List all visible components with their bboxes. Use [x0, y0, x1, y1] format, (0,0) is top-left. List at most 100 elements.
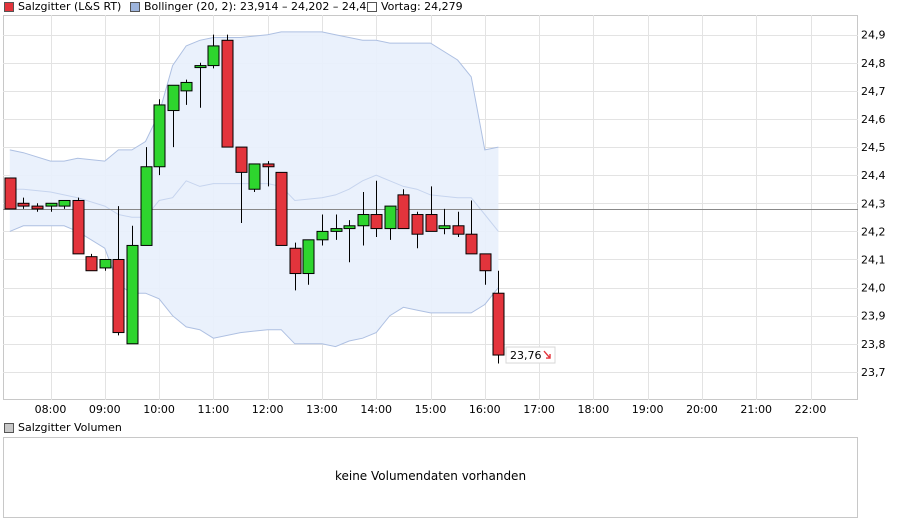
candle-body [72, 199, 85, 255]
x-tick-label: 19:00 [632, 403, 664, 416]
legend-swatch-main [4, 2, 14, 12]
candle-body [248, 163, 261, 190]
candle-body [85, 256, 98, 272]
last-price-value: 23,76 [510, 349, 542, 362]
candle [438, 208, 451, 235]
volume-legend-label: Salzgitter Volumen [18, 421, 122, 434]
legend-label-vortag: Vortag: 24,279 [381, 0, 463, 13]
candle [112, 206, 125, 336]
candle-body [58, 199, 71, 207]
y-tick-label: 24,1 [861, 253, 886, 266]
candle [492, 270, 505, 364]
candle-body [452, 225, 465, 235]
candle-body [479, 253, 492, 272]
y-tick-label: 24,0 [861, 282, 886, 295]
x-tick-label: 12:00 [252, 403, 284, 416]
candle [126, 225, 139, 345]
last-price-box [505, 346, 556, 364]
candle [180, 79, 193, 105]
candle-body [235, 146, 248, 173]
legend-item-vortag: Vortag: 24,279 [367, 0, 463, 14]
candle-body [384, 205, 397, 230]
y-tick-label: 23,7 [861, 366, 886, 379]
candle-body [126, 244, 139, 345]
bollinger-upper-line [9, 31, 499, 162]
y-tick-label: 24,2 [861, 225, 886, 238]
x-tick-label: 22:00 [795, 403, 827, 416]
volume-legend-swatch [4, 423, 14, 433]
candle [248, 163, 261, 193]
candle [235, 146, 248, 223]
candle [194, 62, 207, 108]
candle-body [221, 39, 234, 148]
candle [452, 211, 465, 238]
x-tick-label: 08:00 [35, 403, 67, 416]
candle-body [112, 258, 125, 334]
legend-item-bollinger: Bollinger (20, 2): 23,914 – 24,202 – 24,… [130, 0, 373, 14]
candle [275, 171, 288, 246]
candle [302, 239, 315, 285]
candle [465, 200, 478, 255]
candle [85, 253, 98, 272]
candle [153, 99, 166, 176]
candle-body [194, 65, 207, 69]
candle-body [343, 225, 356, 230]
x-tick-label: 20:00 [686, 403, 718, 416]
legend-label-bollinger: Bollinger (20, 2): 23,914 – 24,202 – 24,… [144, 0, 374, 13]
candle-body [17, 202, 30, 207]
last-price-label: 23,76 [505, 346, 556, 364]
candle-body [99, 258, 112, 269]
y-tick-label: 24,8 [861, 57, 886, 70]
candle-body [411, 214, 424, 235]
candle [479, 253, 492, 285]
candle [45, 202, 58, 212]
x-tick-label: 17:00 [523, 403, 555, 416]
bollinger-lower-line [9, 225, 499, 348]
candle-body [4, 177, 17, 210]
y-tick-label: 24,5 [861, 141, 886, 154]
candle-body [140, 166, 153, 246]
candle [370, 180, 383, 238]
candle-body [153, 104, 166, 168]
candle-body [492, 292, 505, 356]
legend-item-main: Salzgitter (L&S RT) [4, 0, 121, 14]
x-tick-label: 10:00 [143, 403, 175, 416]
candle-body [180, 81, 193, 92]
candle-body [45, 202, 58, 207]
x-tick-label: 16:00 [469, 403, 501, 416]
price-chart: 23,7 23,8 23,9 24,0 24,1 24,2 24,3 24,4 24,5 24,6… [3, 15, 886, 416]
candle [262, 161, 275, 187]
y-tick-label: 24,4 [861, 169, 886, 182]
candle-body [330, 228, 343, 232]
candle [221, 34, 234, 148]
volume-panel: keine Volumendaten vorhanden [3, 437, 858, 518]
volume-legend: Salzgitter Volumen [0, 421, 122, 435]
candle [384, 205, 397, 240]
candle [207, 34, 220, 69]
candle-body [357, 214, 370, 227]
y-tick-label: 24,6 [861, 113, 886, 126]
y-tick-label: 23,9 [861, 310, 886, 323]
x-tick-label: 09:00 [89, 403, 121, 416]
candle [411, 211, 424, 249]
y-tick-label: 24,7 [861, 85, 886, 98]
legend-swatch-bollinger [130, 2, 140, 12]
legend-swatch-vortag [367, 2, 377, 12]
candle [316, 214, 329, 246]
bollinger-middle-line [9, 174, 499, 232]
candle-body [31, 205, 44, 210]
candle [330, 214, 343, 240]
x-tick-label: 11:00 [198, 403, 230, 416]
candle [140, 147, 153, 246]
candle [58, 199, 71, 209]
candle [357, 192, 370, 246]
candle-body [302, 239, 315, 275]
candle-body [275, 171, 288, 246]
candle-body [370, 214, 383, 230]
candle-body [207, 45, 220, 67]
candle [343, 220, 356, 263]
x-tick-label: 18:00 [578, 403, 610, 416]
candle [397, 189, 410, 230]
candle-body [465, 233, 478, 255]
x-tick-label: 13:00 [306, 403, 338, 416]
